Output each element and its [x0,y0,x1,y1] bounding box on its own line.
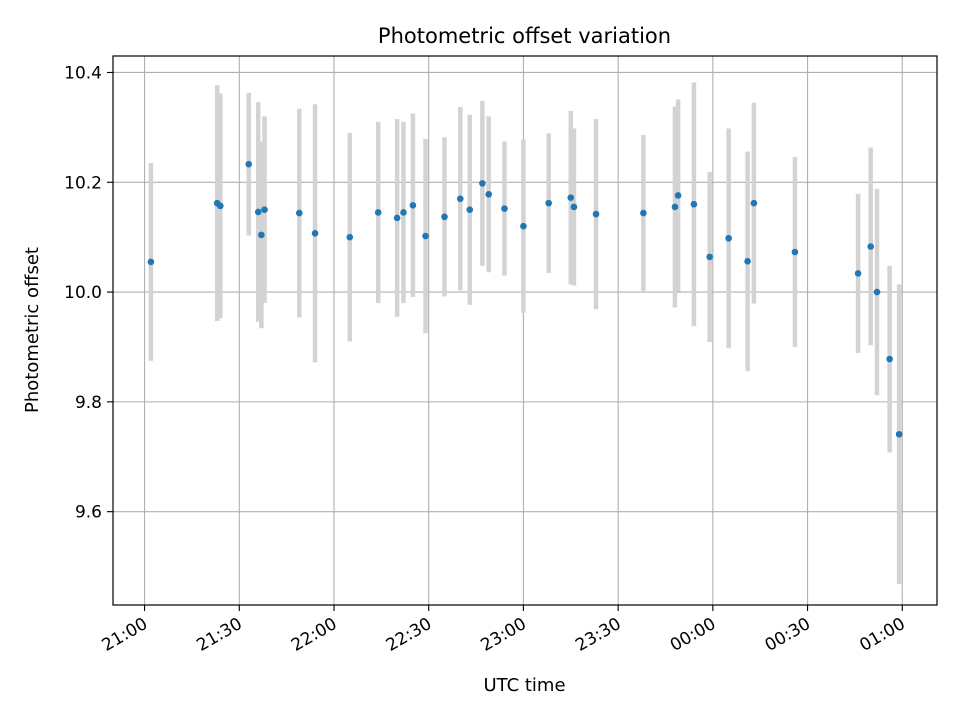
x-tick-label: 22:30 [383,614,435,656]
data-point [520,222,527,230]
data-point [895,430,903,438]
data-point [456,195,464,203]
chart-title: Photometric offset variation [378,24,671,48]
x-tick-label: 23:00 [477,614,529,656]
data-point [690,200,698,208]
data-points [147,160,903,438]
data-point [640,209,647,217]
data-point [147,258,155,266]
y-tick-label: 10.4 [64,63,102,83]
data-point [867,243,875,250]
data-point [466,206,474,214]
y-tick-label: 9.8 [75,393,102,413]
data-point [501,205,508,212]
data-point [261,206,268,214]
x-tick-label: 22:00 [288,614,340,656]
data-point [671,203,679,211]
data-point [479,180,486,187]
data-point [374,209,382,216]
y-tick-label: 10.0 [64,283,102,303]
x-axis-ticks: 21:00 21:30 22:00 22:30 23:00 23:30 00:00 00:30… [99,605,909,656]
data-point [400,209,407,216]
x-tick-label: 00:00 [667,614,719,656]
data-point [409,202,417,209]
data-point [750,199,758,207]
data-point [570,203,578,211]
data-point [441,213,448,221]
y-axis-label: Photometric offset [22,247,43,413]
x-tick-label: 00:30 [762,614,814,656]
data-point [422,232,429,240]
data-point [854,270,862,277]
data-point [744,258,751,265]
data-point [567,194,575,201]
y-tick-label: 9.6 [75,503,102,523]
data-point [311,230,319,237]
data-point [295,209,303,217]
data-point [258,231,265,239]
data-point [245,160,253,168]
data-point [886,355,893,363]
data-point [485,191,492,198]
x-axis-label: UTC time [483,675,565,696]
data-point [393,214,401,222]
x-tick-label: 21:30 [193,614,245,656]
data-point [217,202,224,210]
data-point [674,192,682,199]
x-tick-label: 01:00 [856,614,908,656]
plot-frame [112,55,938,606]
y-tick-label: 10.2 [64,173,102,193]
x-tick-label: 23:30 [572,614,624,656]
data-point [725,234,732,242]
data-point [873,288,881,296]
data-point [791,248,799,256]
error-bars [148,82,902,585]
y-axis-ticks: 9.6 9.8 10.0 10.2 10.4 [64,63,113,523]
x-tick-label: 21:00 [99,614,151,656]
data-point [592,210,600,218]
data-point [706,253,713,261]
grid [113,56,937,605]
data-point [346,233,354,241]
data-point [254,208,262,216]
data-point [545,199,552,207]
